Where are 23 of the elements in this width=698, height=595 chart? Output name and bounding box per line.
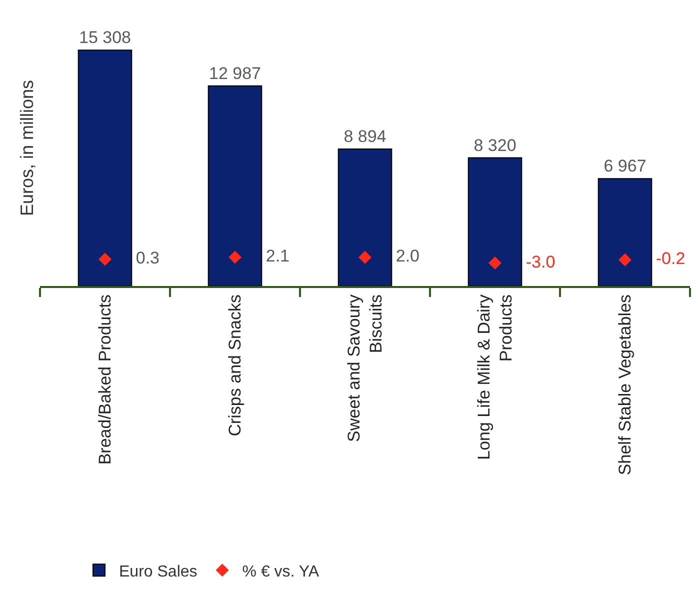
data-label: 8 894 xyxy=(344,126,386,146)
data-label: 15 308 xyxy=(79,28,131,48)
legend-label: % € vs. YA xyxy=(242,563,320,580)
data-label: -3.0 xyxy=(502,252,556,272)
data-label: 0.3 xyxy=(112,248,160,268)
data-label: 2.0 xyxy=(372,246,420,266)
bar xyxy=(468,157,522,286)
y-axis-title: Euros, in millions xyxy=(17,80,38,216)
x-tick-label: Crisps and Snacks xyxy=(226,294,245,436)
x-tick-label: Shelf Stable Vegetables xyxy=(616,294,635,476)
x-tick-label: Long Life Milk & Dairy Products xyxy=(474,294,516,460)
bar xyxy=(208,85,262,286)
data-label: -0.2 xyxy=(632,249,686,268)
data-label: 8 320 xyxy=(474,136,516,155)
bar xyxy=(78,50,132,286)
data-label: 2.1 xyxy=(242,246,290,266)
legend-label: Euro Sales xyxy=(119,563,198,580)
x-tick-label: Sweet and Savoury Biscuits xyxy=(344,294,386,442)
bar xyxy=(338,148,392,286)
data-label: 6 967 xyxy=(604,156,646,176)
data-label: 12 987 xyxy=(209,64,261,83)
x-tick-label: Bread/Baked Products xyxy=(96,294,115,465)
bar xyxy=(598,178,652,286)
